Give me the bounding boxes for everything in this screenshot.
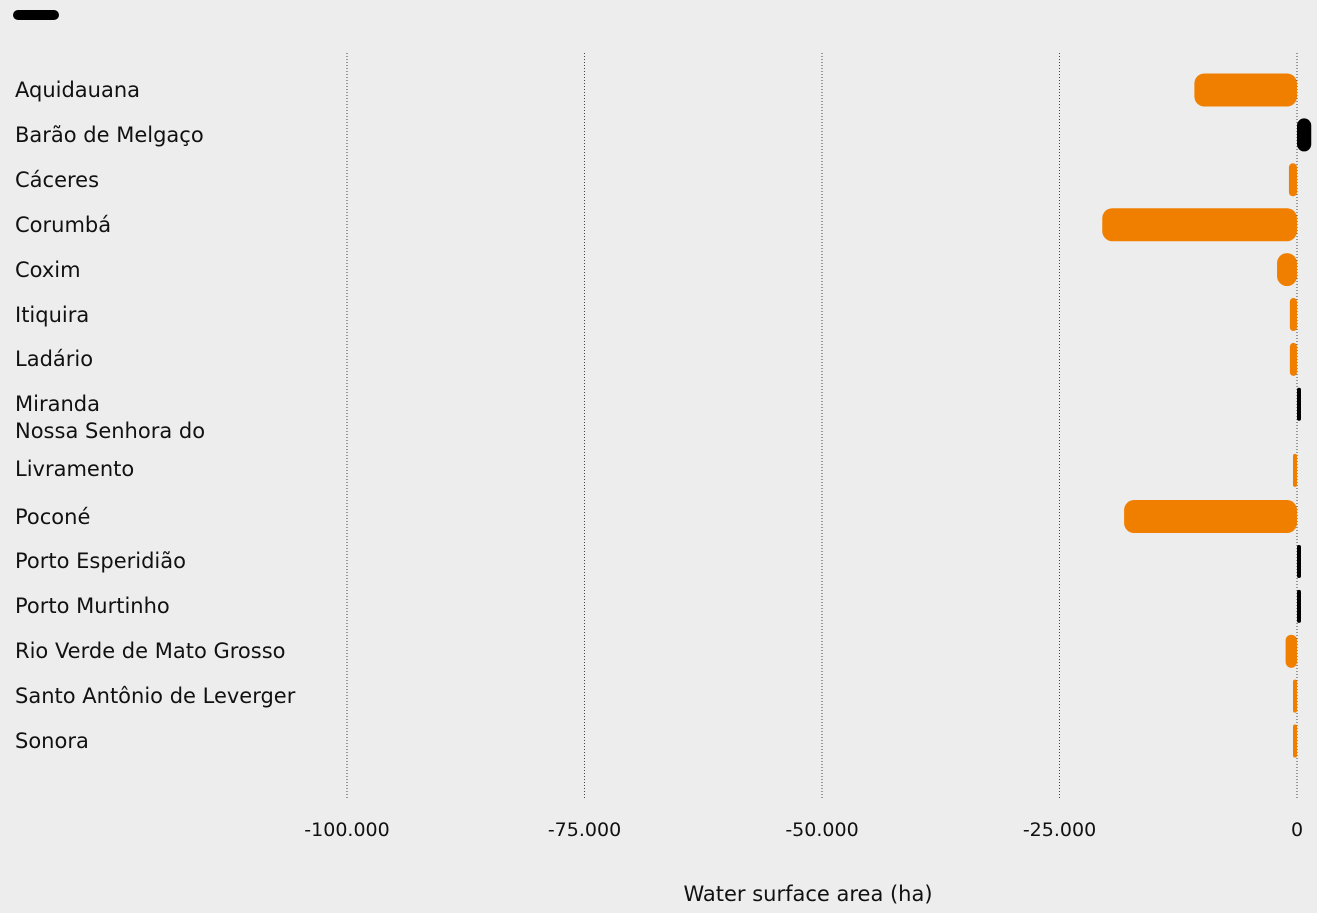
bar [1293,724,1297,758]
bar [1293,679,1297,713]
category-label: Cáceres [15,167,100,192]
bar [1194,73,1297,107]
category-label: Coxim [15,257,81,282]
bar [1289,342,1297,376]
x-tick-label: -100.000 [304,819,389,841]
bar [1124,500,1297,534]
bar [1285,634,1297,668]
category-label: Barão de Melgaço [15,122,204,147]
category-label: Poconé [15,504,91,529]
bar [1297,589,1301,623]
category-label: Ladário [15,347,94,372]
x-axis-title: Water surface area (ha) [683,882,933,906]
bar [1293,453,1297,487]
bar [1297,544,1301,578]
category-label: Nossa Senhora do [15,419,206,444]
category-label: Miranda [15,392,100,417]
x-tick-label: -75.000 [548,819,621,841]
x-tick-label: -50.000 [785,819,858,841]
category-label: Rio Verde de Mato Grosso [15,639,286,664]
legend-swatch [13,10,59,20]
category-label: Santo Antônio de Leverger [15,684,296,709]
category-label: Corumbá [15,212,112,237]
category-label: Livramento [15,457,135,482]
x-tick-label: 0 [1291,819,1303,841]
x-tick-label: -25.000 [1023,819,1096,841]
bar [1102,208,1297,242]
bar [1288,163,1297,197]
bar [1277,253,1297,287]
bar [1297,387,1301,421]
category-label: Porto Esperidião [15,549,186,574]
bar [1297,118,1312,152]
category-label: Porto Murtinho [15,594,170,619]
category-label: Sonora [15,729,89,754]
category-label: Aquidauana [15,78,141,102]
bar [1289,298,1297,331]
category-label: Itiquira [15,302,90,327]
